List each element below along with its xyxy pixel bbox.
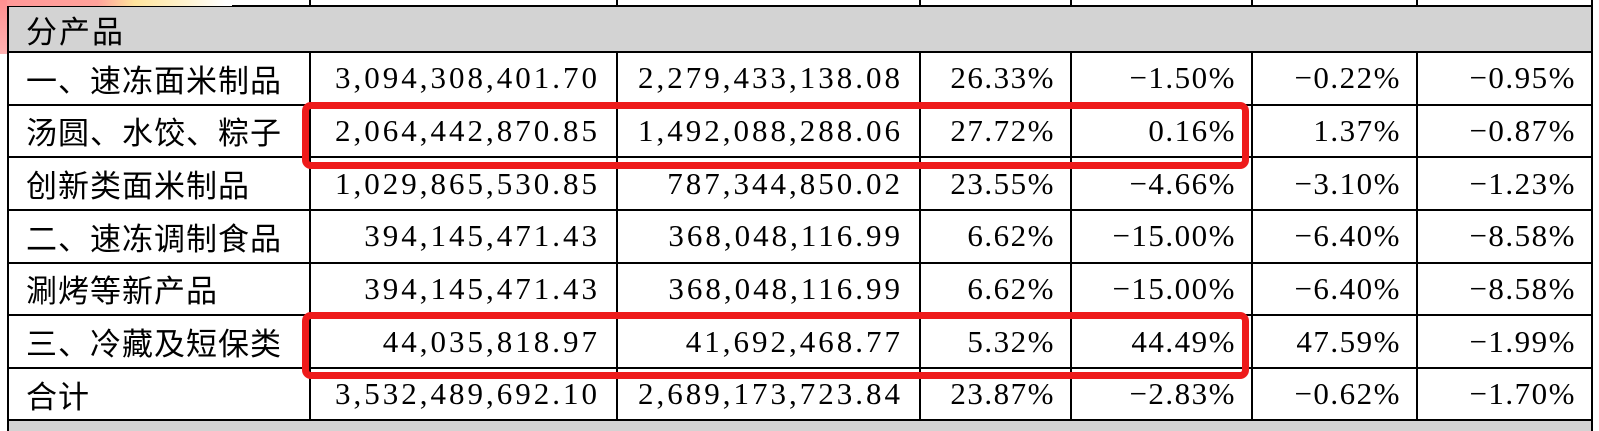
cell-cost: 41,692,468.77 <box>618 316 921 369</box>
section-header-row: 分产品 <box>7 5 1593 53</box>
cell-cost: 368,048,116.99 <box>618 210 921 264</box>
cell-gross-margin: 5.32% <box>921 316 1072 369</box>
cell-gross-margin: 23.87% <box>921 368 1072 422</box>
cell-gross-margin: 23.55% <box>921 158 1072 211</box>
cell-product-name: 创新类面米制品 <box>7 158 311 211</box>
cell-revenue-yoy: 0.16% <box>1072 105 1253 159</box>
cell-revenue: 394,145,471.43 <box>311 263 618 317</box>
cell-gross-margin: 26.33% <box>921 53 1072 106</box>
cell-gross-margin-yoy: −1.23% <box>1418 158 1593 211</box>
cropped-row-below <box>7 421 1593 431</box>
cell-gross-margin-yoy: −8.58% <box>1418 263 1593 317</box>
product-breakdown-table: 分产品 一、速冻面米制品 3,094,308,401.70 2,279,433,… <box>7 0 1593 431</box>
table-body: 一、速冻面米制品 3,094,308,401.70 2,279,433,138.… <box>7 53 1593 422</box>
highlighter-mark-top <box>0 0 232 6</box>
cell-revenue-yoy: −15.00% <box>1072 263 1253 317</box>
cell-cost: 2,279,433,138.08 <box>618 53 921 106</box>
cell-revenue-yoy: 44.49% <box>1072 316 1253 369</box>
cell-gross-margin-yoy: −0.87% <box>1418 105 1593 159</box>
cell-cost-yoy: −3.10% <box>1253 158 1418 211</box>
section-header-label: 分产品 <box>26 14 125 50</box>
cell-revenue: 1,029,865,530.85 <box>311 158 618 211</box>
cell-revenue-yoy: −4.66% <box>1072 158 1253 211</box>
cell-revenue-yoy: −15.00% <box>1072 210 1253 264</box>
cell-product-name: 合计 <box>7 368 311 422</box>
highlighter-mark-left <box>0 0 7 54</box>
cell-gross-margin-yoy: −1.70% <box>1418 368 1593 422</box>
cell-product-name: 一、速冻面米制品 <box>7 53 311 106</box>
cell-gross-margin: 6.62% <box>921 210 1072 264</box>
table-row: 涮烤等新产品 394,145,471.43 368,048,116.99 6.6… <box>7 263 1593 317</box>
cell-cost-yoy: 1.37% <box>1253 105 1418 159</box>
cell-cost-yoy: 47.59% <box>1253 316 1418 369</box>
cell-revenue: 394,145,471.43 <box>311 210 618 264</box>
cell-cost: 787,344,850.02 <box>618 158 921 211</box>
table-row: 汤圆、水饺、粽子 2,064,442,870.85 1,492,088,288.… <box>7 101 1593 169</box>
cell-product-name: 涮烤等新产品 <box>7 263 311 317</box>
cell-gross-margin: 27.72% <box>921 105 1072 159</box>
table-row: 创新类面米制品 1,029,865,530.85 787,344,850.02 … <box>7 158 1593 211</box>
cell-revenue-yoy: −1.50% <box>1072 53 1253 106</box>
table-row: 二、速冻调制食品 394,145,471.43 368,048,116.99 6… <box>7 210 1593 264</box>
cell-product-name: 汤圆、水饺、粽子 <box>7 105 311 159</box>
cell-gross-margin-yoy: −0.95% <box>1418 53 1593 106</box>
cell-revenue: 3,532,489,692.10 <box>311 368 618 422</box>
cell-revenue: 3,094,308,401.70 <box>311 53 618 106</box>
table-row: 合计 3,532,489,692.10 2,689,173,723.84 23.… <box>7 368 1593 422</box>
cell-product-name: 二、速冻调制食品 <box>7 210 311 264</box>
cell-gross-margin: 6.62% <box>921 263 1072 317</box>
cell-cost-yoy: −6.40% <box>1253 210 1418 264</box>
cell-product-name: 三、冷藏及短保类 <box>7 316 311 369</box>
cell-cost-yoy: −6.40% <box>1253 263 1418 317</box>
cell-cost: 2,689,173,723.84 <box>618 368 921 422</box>
table-row: 一、速冻面米制品 3,094,308,401.70 2,279,433,138.… <box>7 53 1593 106</box>
cell-revenue: 44,035,818.97 <box>311 316 618 369</box>
cell-gross-margin-yoy: −1.99% <box>1418 316 1593 369</box>
cell-gross-margin-yoy: −8.58% <box>1418 210 1593 264</box>
table-row: 三、冷藏及短保类 44,035,818.97 41,692,468.77 5.3… <box>7 312 1593 380</box>
cell-revenue: 2,064,442,870.85 <box>311 105 618 159</box>
cell-cost-yoy: −0.22% <box>1253 53 1418 106</box>
cell-cost: 368,048,116.99 <box>618 263 921 317</box>
cell-revenue-yoy: −2.83% <box>1072 368 1253 422</box>
cell-cost: 1,492,088,288.06 <box>618 105 921 159</box>
cell-cost-yoy: −0.62% <box>1253 368 1418 422</box>
